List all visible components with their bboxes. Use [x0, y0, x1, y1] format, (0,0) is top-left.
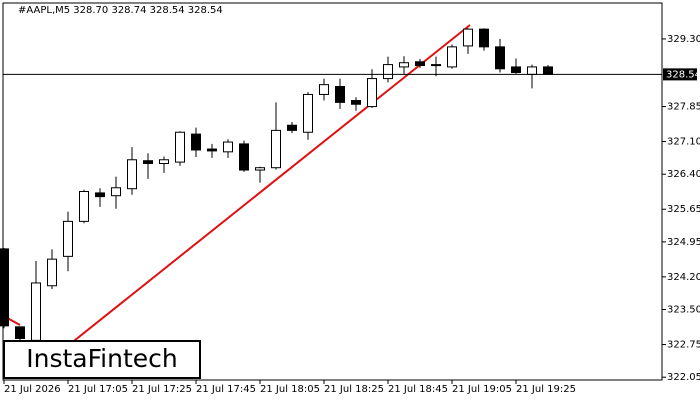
pattern-line	[0, 312, 21, 326]
candle-body	[127, 159, 137, 190]
x-tick-label: 21 Jul 17:45	[196, 384, 256, 395]
candle-body	[527, 66, 537, 75]
candle-body	[111, 187, 121, 197]
candle-body	[31, 282, 41, 341]
logo-box	[3, 340, 201, 379]
x-tick-label: 21 Jul 18:45	[388, 384, 448, 395]
price-label-box	[663, 68, 697, 81]
candle-body	[351, 100, 361, 105]
candle-body	[383, 64, 393, 80]
plot-frame	[2, 2, 663, 381]
y-tick-label: 324.20	[667, 272, 700, 283]
x-tick-label: 21 Jul 18:05	[260, 384, 320, 395]
y-tick-label: 322.75	[667, 340, 700, 351]
candle-body	[319, 84, 329, 95]
candle-body	[399, 62, 409, 68]
pattern-line	[39, 24, 471, 369]
y-tick-label: 326.40	[667, 169, 700, 180]
candle-body	[335, 86, 345, 103]
candle-body	[271, 129, 281, 169]
candle-body	[447, 46, 457, 68]
candle-body	[495, 46, 505, 70]
x-tick-label: 21 Jul 17:05	[68, 384, 128, 395]
candle-body	[79, 191, 89, 222]
candle-body	[175, 131, 185, 163]
y-tick-label: 323.50	[667, 305, 700, 316]
candle-body	[431, 64, 441, 67]
candle-body	[207, 148, 217, 152]
x-tick-label: 21 Jul 19:25	[516, 384, 576, 395]
candle-body	[287, 124, 297, 131]
candle-body	[15, 326, 25, 339]
chart-header: #AAPL,M5 328.70 328.74 328.54 328.54	[18, 5, 223, 16]
candle-body	[543, 66, 553, 75]
logo: InstaFintech	[26, 344, 178, 373]
candle-body	[95, 192, 105, 198]
candle-body	[239, 143, 249, 171]
candle-body	[159, 159, 169, 165]
candle-body	[191, 133, 201, 151]
y-tick-label: 327.10	[667, 137, 700, 148]
y-tick-label: 327.85	[667, 102, 700, 113]
y-tick-label: 322.05	[667, 372, 700, 383]
candle-body	[0, 248, 9, 327]
x-tick-label: 21 Jul 17:25	[132, 384, 192, 395]
candle-body	[47, 258, 57, 287]
candle-body	[255, 167, 265, 171]
candle-body	[63, 220, 73, 257]
candle-body	[479, 28, 489, 48]
candle-body	[463, 28, 473, 47]
candle-body	[303, 93, 313, 133]
price-label: 328.54	[666, 69, 700, 80]
x-tick-label: 21 Jul 2026	[4, 384, 61, 395]
candle-body	[223, 141, 233, 153]
y-tick-label: 324.95	[667, 237, 700, 248]
candle-body	[143, 160, 153, 165]
candle-body	[511, 66, 521, 74]
y-tick-label: 329.30	[667, 34, 700, 45]
x-tick-label: 21 Jul 19:05	[452, 384, 512, 395]
candle-body	[367, 78, 377, 108]
y-tick-label: 325.65	[667, 204, 700, 215]
candle-body	[415, 61, 425, 67]
x-tick-label: 21 Jul 18:25	[324, 384, 384, 395]
